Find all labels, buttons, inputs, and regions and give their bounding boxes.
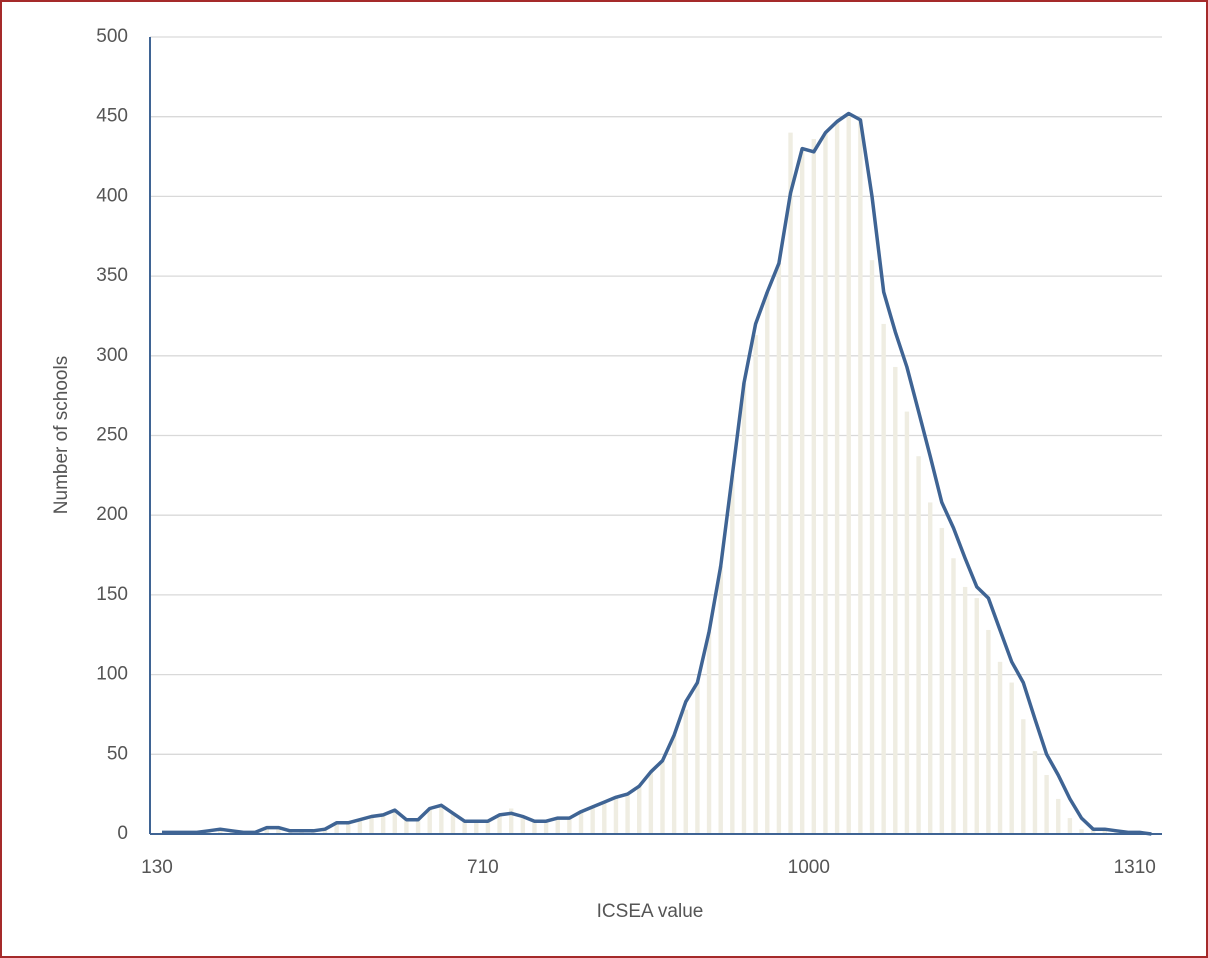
bar (276, 827, 281, 834)
bar (706, 631, 712, 834)
bar (625, 794, 630, 834)
bar (788, 132, 793, 834)
bar (497, 814, 502, 834)
bar (730, 475, 735, 834)
bar (555, 818, 560, 834)
y-tick-label: 250 (96, 425, 128, 446)
y-tick-label: 450 (96, 106, 128, 127)
bar (695, 682, 700, 834)
bar (1102, 830, 1108, 834)
y-tick-label: 500 (96, 26, 128, 47)
y-tick-label: 400 (96, 185, 128, 206)
bar (660, 760, 665, 834)
bar (869, 260, 875, 834)
bar (485, 821, 491, 834)
bar (974, 598, 979, 834)
bar (928, 502, 933, 834)
bar (415, 819, 421, 834)
bar (811, 139, 817, 835)
bar (1021, 719, 1026, 834)
bar (753, 335, 758, 834)
bar (380, 814, 386, 834)
x-tick-label: 710 (467, 857, 499, 878)
bar (590, 806, 595, 834)
bar (962, 586, 968, 834)
bar (858, 119, 863, 834)
bar (508, 808, 514, 834)
bar (602, 802, 607, 834)
x-tick-label: 1000 (788, 857, 830, 878)
bar (369, 816, 374, 834)
bar (334, 822, 339, 834)
bar (823, 132, 828, 834)
bar (264, 827, 269, 834)
bar (799, 148, 805, 834)
bar (834, 121, 840, 835)
bar (893, 366, 898, 834)
bar (1079, 829, 1084, 834)
bar (1009, 682, 1014, 834)
y-tick-label: 150 (96, 584, 128, 605)
bar (613, 797, 619, 834)
y-tick-label: 100 (96, 664, 128, 685)
bar (776, 263, 782, 834)
bar (392, 810, 397, 834)
bar (474, 821, 479, 834)
bar (1090, 829, 1096, 834)
bar (346, 822, 351, 834)
bar (404, 819, 409, 834)
bar (532, 821, 537, 834)
bar (846, 113, 851, 834)
bar (916, 456, 921, 834)
bar (718, 566, 723, 834)
line (162, 111, 1152, 836)
bar (567, 818, 572, 834)
bar (1056, 798, 1061, 834)
x-tick-label: 1310 (1114, 857, 1156, 878)
bar (648, 771, 654, 834)
bar (741, 382, 747, 834)
bar (450, 813, 456, 834)
x-tick-label: 130 (141, 857, 173, 878)
bar (520, 816, 526, 834)
bar (939, 527, 945, 834)
bar (1032, 751, 1038, 834)
bar (765, 292, 770, 834)
bar (439, 805, 444, 834)
bar (997, 661, 1003, 834)
bar (951, 558, 956, 834)
bar (578, 811, 584, 834)
y-tick-label: 350 (96, 265, 128, 286)
y-tick-label: 300 (96, 345, 128, 366)
bar (543, 821, 549, 834)
y-tick-label: 200 (96, 504, 128, 525)
bar (881, 323, 886, 834)
bar (322, 829, 328, 834)
y-tick-label: 0 (117, 823, 128, 844)
bar (1067, 818, 1073, 834)
bar (357, 819, 363, 834)
x-axis-title: ICSEA value (597, 901, 704, 922)
bar (462, 821, 467, 834)
bar (637, 786, 642, 834)
y-axis-title: Number of schools (51, 356, 72, 514)
bar (986, 629, 991, 834)
bar (427, 808, 432, 834)
y-tick-label: 50 (107, 743, 128, 764)
bar (217, 829, 223, 834)
bar (683, 709, 688, 834)
bar (904, 411, 910, 834)
bar (671, 735, 677, 834)
bar (1044, 775, 1049, 834)
